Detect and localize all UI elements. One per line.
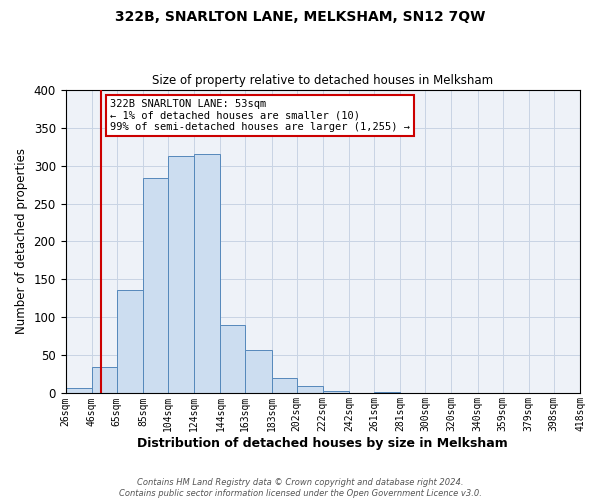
Bar [425,392,451,394]
Bar [220,325,245,394]
Y-axis label: Number of detached properties: Number of detached properties [15,148,28,334]
Bar [194,154,220,394]
Bar [272,378,296,394]
Bar [117,290,143,394]
Bar [143,178,168,394]
Bar [168,156,194,394]
Bar [349,392,374,394]
Bar [296,386,323,394]
Text: 322B, SNARLTON LANE, MELKSHAM, SN12 7QW: 322B, SNARLTON LANE, MELKSHAM, SN12 7QW [115,10,485,24]
Bar [323,391,349,394]
Bar [65,388,92,394]
Title: Size of property relative to detached houses in Melksham: Size of property relative to detached ho… [152,74,493,87]
Text: Contains HM Land Registry data © Crown copyright and database right 2024.
Contai: Contains HM Land Registry data © Crown c… [119,478,481,498]
Bar [503,392,529,394]
Bar [92,367,117,394]
Bar [554,392,580,394]
X-axis label: Distribution of detached houses by size in Melksham: Distribution of detached houses by size … [137,437,508,450]
Text: 322B SNARLTON LANE: 53sqm
← 1% of detached houses are smaller (10)
99% of semi-d: 322B SNARLTON LANE: 53sqm ← 1% of detach… [110,98,410,132]
Bar [374,392,400,394]
Bar [245,350,272,394]
